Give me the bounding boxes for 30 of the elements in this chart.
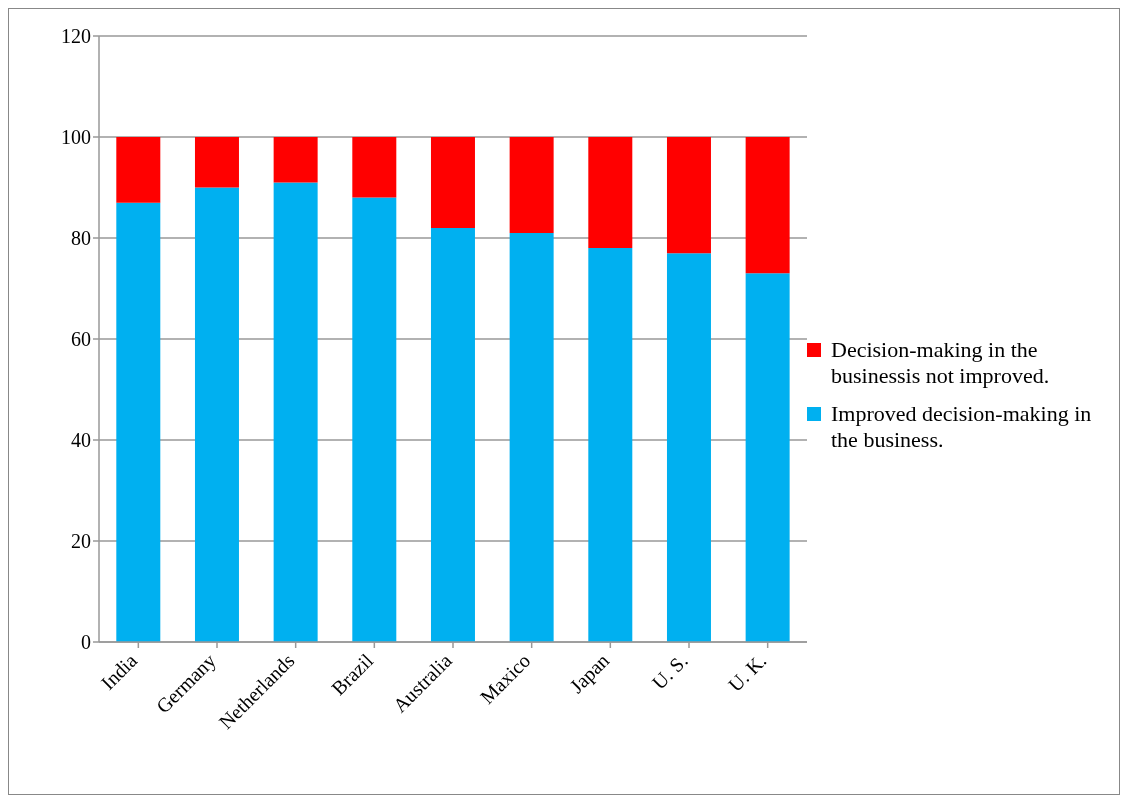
bar <box>666 253 711 642</box>
bar <box>588 137 633 249</box>
bar <box>352 197 397 642</box>
bar <box>352 137 397 198</box>
bar <box>273 182 318 642</box>
legend-label: Improved decision-making in the business. <box>831 400 1093 453</box>
bar <box>273 137 318 183</box>
y-tick-label: 60 <box>71 328 91 351</box>
y-tick-label: 100 <box>61 126 91 149</box>
x-tick-label: India <box>96 649 142 694</box>
bar <box>194 187 239 642</box>
bar <box>509 137 554 233</box>
bar <box>430 137 475 228</box>
y-tick-label: 20 <box>71 530 91 553</box>
y-tick-label: 80 <box>71 227 91 250</box>
y-tick-label: 0 <box>81 631 91 654</box>
legend-label: Decision-making in the businessis not improved. <box>831 336 1051 389</box>
bar <box>588 248 633 642</box>
x-tick-label: U. S. <box>647 649 692 694</box>
bar <box>666 137 711 254</box>
y-tick-label: 120 <box>61 25 91 48</box>
bar <box>194 137 239 188</box>
bar <box>116 202 161 642</box>
bar <box>745 137 790 274</box>
y-tick-label: 40 <box>71 429 91 452</box>
bar <box>430 227 475 642</box>
bar <box>116 137 161 203</box>
bar <box>509 232 554 642</box>
x-tick-label: U. K. <box>723 649 771 696</box>
bar <box>745 273 790 642</box>
